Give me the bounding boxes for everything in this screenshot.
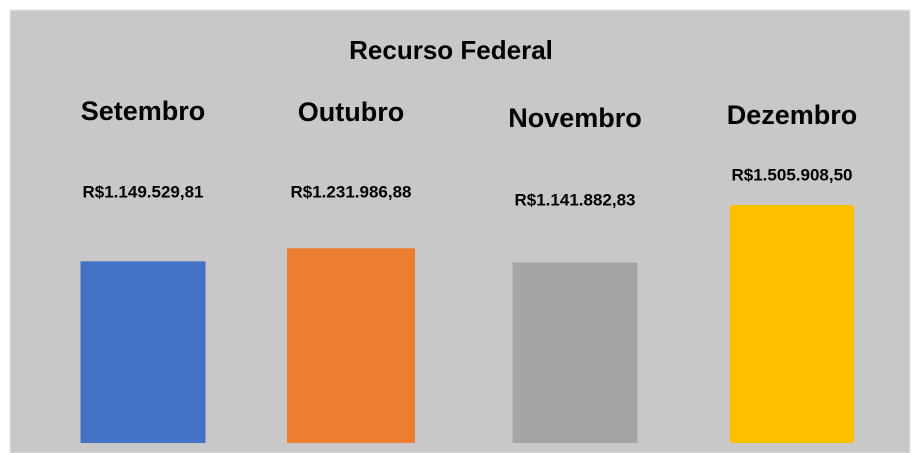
value-label: R$1.231.986,88 [291, 182, 412, 201]
value-label: R$1.141.882,83 [515, 190, 636, 209]
category-label: Outubro [298, 97, 404, 127]
value-label: R$1.505.908,50 [732, 165, 853, 184]
category-label: Dezembro [727, 100, 858, 130]
category-label: Novembro [508, 103, 642, 133]
bar [512, 262, 638, 443]
category-label: Setembro [81, 96, 206, 126]
chart-title: Recurso Federal [349, 35, 553, 65]
bar [287, 248, 415, 443]
bar [730, 205, 854, 443]
bar [80, 261, 206, 443]
value-label: R$1.149.529,81 [83, 182, 204, 201]
